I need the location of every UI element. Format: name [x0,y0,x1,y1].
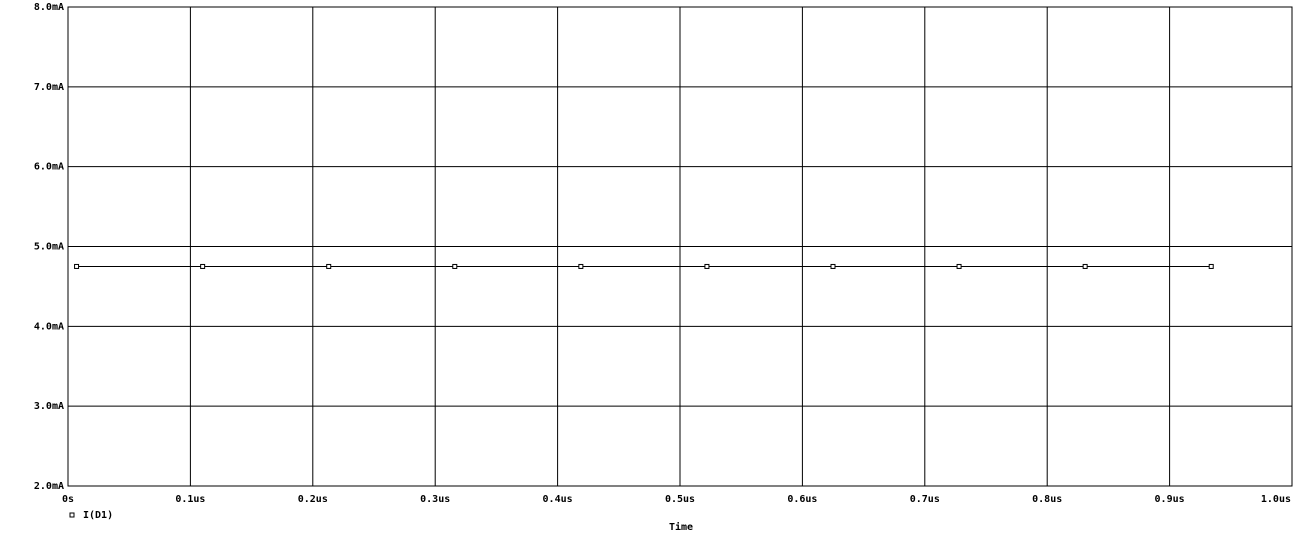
point-marker [74,263,80,269]
x-tick-label: 0.3us [420,494,450,505]
y-tick-label: 8.0mA [34,2,64,13]
y-tick-label: 5.0mA [34,242,64,253]
point-marker [1082,263,1088,269]
x-tick-label: 0.4us [543,494,573,505]
x-tick-label: 0.6us [787,494,817,505]
point-marker [452,263,458,269]
point-marker [326,263,332,269]
x-tick-label: 1.0us [1261,494,1291,505]
point-marker [956,263,962,269]
x-tick-label: 0.5us [665,494,695,505]
point-marker [830,263,836,269]
point-marker [578,263,584,269]
y-tick-label: 3.0mA [34,401,64,412]
legend-label: I(D1) [83,510,113,521]
y-tick-label: 4.0mA [34,321,64,332]
point-marker [1208,263,1214,269]
x-tick-label: 0.2us [298,494,328,505]
legend-marker [69,512,75,518]
x-tick-label: 0.9us [1155,494,1185,505]
x-tick-label: 0.8us [1032,494,1062,505]
x-tick-label: 0s [62,494,74,505]
x-tick-label: 0.7us [910,494,940,505]
y-tick-label: 7.0mA [34,82,64,93]
x-tick-label: 0.1us [175,494,205,505]
point-marker [200,263,206,269]
point-marker [704,263,710,269]
x-axis-label: Time [669,521,693,533]
y-tick-label: 6.0mA [34,162,64,173]
y-tick-label: 2.0mA [34,481,64,492]
